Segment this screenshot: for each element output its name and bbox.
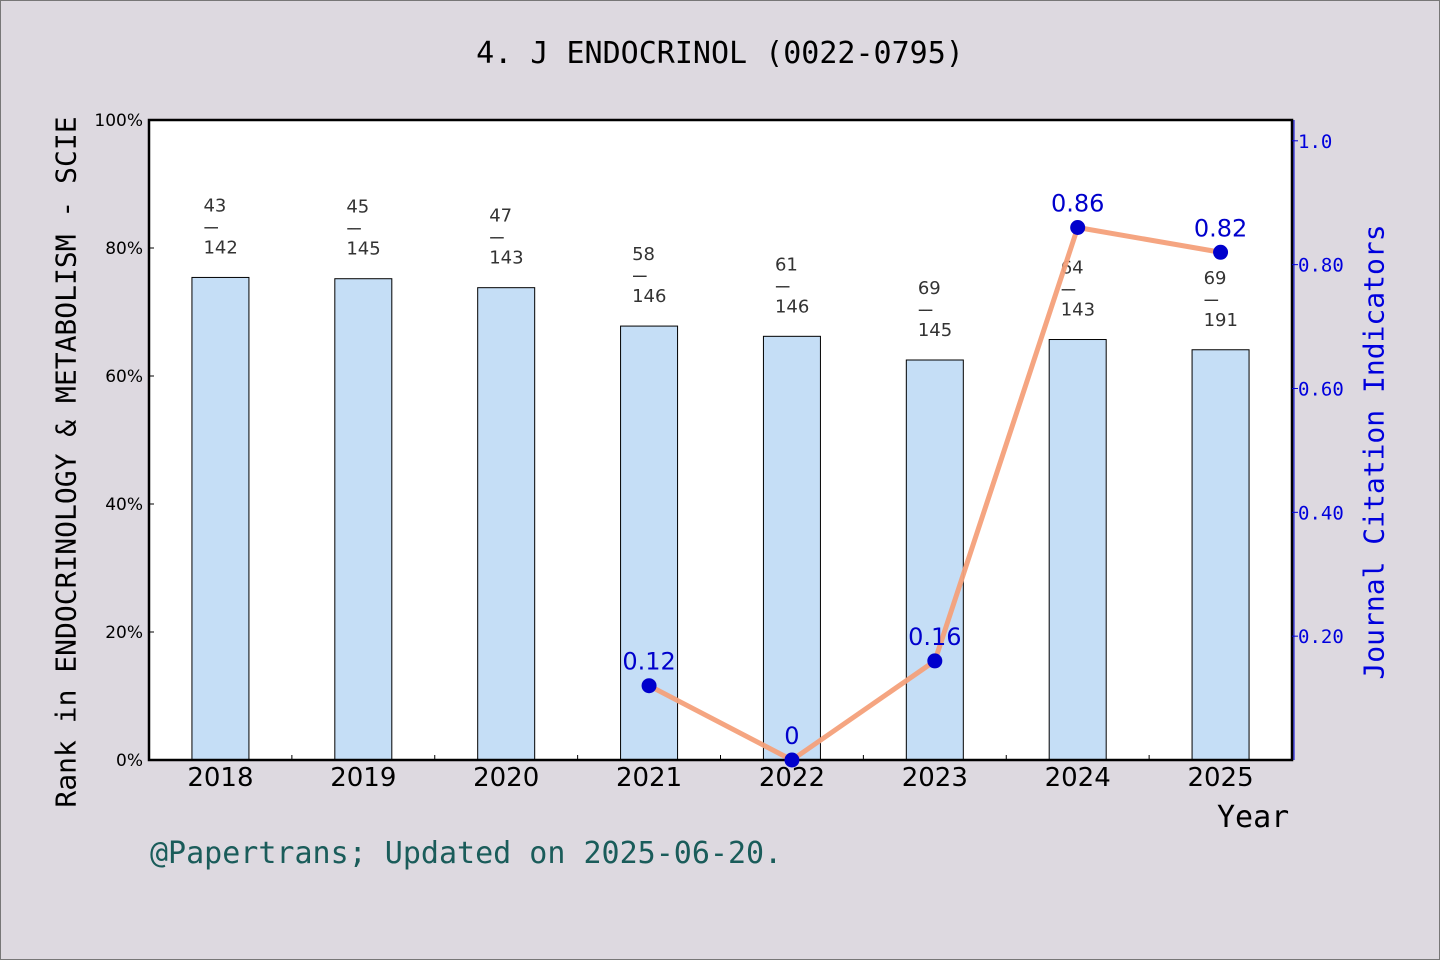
y-tick-label-right: 1.0 — [1298, 131, 1332, 153]
bar-rank-label: 45 — [346, 197, 369, 218]
series-point-jci — [1070, 219, 1086, 235]
y-tick-label-right: 0.20 — [1298, 626, 1344, 648]
x-axis-label: Year — [1217, 800, 1290, 835]
bar-rank-label: 43 — [203, 195, 226, 216]
x-tick-label: 2022 — [759, 763, 825, 793]
y-tick-label-left: 20% — [105, 623, 143, 643]
bar-total-label: 146 — [632, 286, 666, 307]
plot-area — [149, 120, 1292, 760]
bar-rank-label: 61 — [775, 254, 798, 275]
bar-total-label: 145 — [346, 239, 380, 260]
bar — [191, 276, 250, 761]
y-tick-label-left: 40% — [105, 495, 143, 515]
series-value-label-jci: 0.16 — [908, 623, 961, 651]
bar-rank-label: 58 — [632, 244, 655, 265]
bar-rank-label: 69 — [1204, 268, 1227, 289]
bar-rank-divider: --- — [775, 275, 790, 296]
bar — [477, 287, 536, 761]
bar — [1048, 339, 1107, 761]
bar-total-label: 145 — [918, 320, 952, 341]
series-point-jci — [784, 752, 800, 768]
series-value-label-jci: 0.12 — [622, 648, 675, 676]
bar-rank-divider: --- — [346, 218, 361, 239]
bar-total-label: 146 — [775, 296, 809, 317]
bar-total-label: 142 — [203, 237, 237, 258]
chart-title: 4. J ENDOCRINOL (0022-0795) — [476, 36, 964, 71]
series-point-jci — [641, 678, 657, 694]
bar-rank-divider: --- — [632, 265, 647, 286]
bar-total-label: 143 — [1061, 300, 1095, 321]
bar — [1191, 349, 1250, 761]
series-point-jci — [927, 653, 943, 669]
x-tick-label: 2024 — [1045, 763, 1111, 793]
x-tick-label: 2025 — [1187, 763, 1253, 793]
y-tick-label-right: 0.40 — [1298, 502, 1344, 524]
x-tick-label: 2021 — [616, 763, 682, 793]
bar — [334, 278, 393, 761]
bar-rank-divider: --- — [1061, 279, 1076, 300]
bar-rank-divider: --- — [1204, 289, 1219, 310]
x-tick-label: 2020 — [473, 763, 539, 793]
footer-credit: @Papertrans; Updated on 2025-06-20. — [150, 836, 783, 871]
bar-rank-divider: --- — [203, 216, 218, 237]
y-tick-label-left: 0% — [116, 751, 143, 771]
y-tick-label-right: 0.60 — [1298, 378, 1344, 400]
bar-rank-label: 47 — [489, 206, 512, 227]
series-value-label-jci: 0 — [784, 722, 799, 750]
series-value-label-jci: 0.86 — [1051, 189, 1104, 217]
bar — [762, 335, 821, 761]
y-tick-label-left: 100% — [94, 111, 143, 131]
y-tick-label-left: 60% — [105, 367, 143, 387]
x-tick-label: 2019 — [330, 763, 396, 793]
bar-rank-divider: --- — [489, 227, 504, 248]
bar-total-label: 191 — [1204, 310, 1238, 331]
series-value-label-jci: 0.82 — [1194, 214, 1247, 242]
bar-rank-label: 69 — [918, 278, 941, 299]
bar-total-label: 143 — [489, 248, 523, 269]
x-tick-label: 2018 — [187, 763, 253, 793]
bar — [905, 359, 964, 761]
series-point-jci — [1213, 244, 1229, 260]
x-tick-label: 2023 — [902, 763, 968, 793]
bar-rank-divider: --- — [918, 299, 933, 320]
y-tick-label-left: 80% — [105, 239, 143, 259]
y-tick-label-right: 0.80 — [1298, 255, 1344, 277]
